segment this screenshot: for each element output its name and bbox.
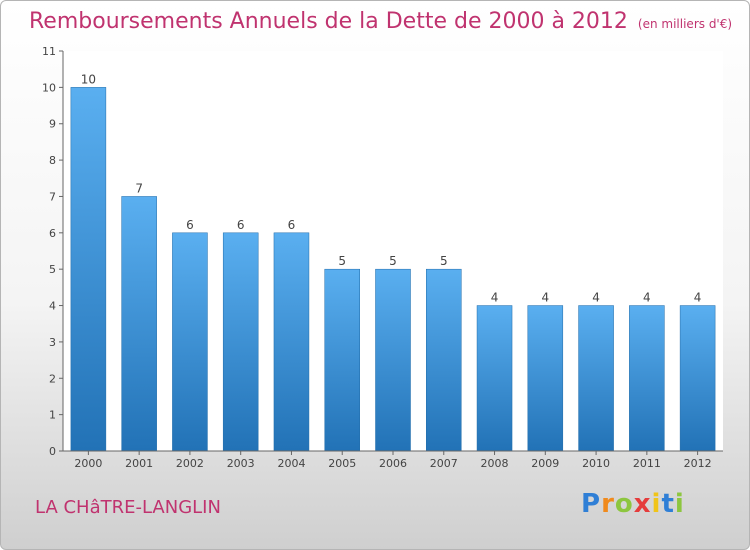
- logo-letter: i: [674, 489, 685, 519]
- data-label-2008: 4: [491, 291, 499, 305]
- y-tick-label: 5: [49, 263, 56, 276]
- data-label-2000: 10: [81, 72, 96, 86]
- x-tick-label: 2001: [125, 457, 153, 470]
- x-tick-label: 2012: [684, 457, 712, 470]
- bar-2000: [70, 87, 107, 452]
- data-label-2007: 5: [440, 254, 448, 268]
- x-tick-label: 2009: [531, 457, 559, 470]
- logo-letter: i: [651, 489, 662, 519]
- y-tick-label: 0: [49, 445, 56, 458]
- data-label-2006: 5: [389, 254, 397, 268]
- data-label-2009: 4: [541, 291, 549, 305]
- bar-2008: [476, 305, 513, 452]
- x-axis: 2000 2001 2002 2003 2004 2005 2006 2007 2008 2009…: [63, 450, 723, 470]
- y-tick-label: 1: [49, 409, 56, 422]
- x-tick-label: 2000: [74, 457, 102, 470]
- y-tick-label: 3: [49, 336, 56, 349]
- x-tick-label: 2005: [328, 457, 356, 470]
- chart-title: Remboursements Annuels de la Dette de 20…: [29, 9, 732, 34]
- logo-letter: t: [661, 489, 675, 519]
- bar-2009: [527, 305, 564, 452]
- chart-subtitle: (en milliers d'€): [637, 17, 733, 31]
- data-label-2005: 5: [338, 254, 346, 268]
- bar-2010: [578, 305, 614, 452]
- data-label-2003: 6: [237, 218, 245, 232]
- data-label-2011: 4: [643, 291, 651, 305]
- bar-2011: [629, 305, 665, 452]
- data-label-2001: 7: [135, 181, 143, 195]
- logo-letter: P: [581, 489, 602, 519]
- y-tick-label: 8: [49, 154, 56, 167]
- bar-2004: [273, 232, 310, 452]
- y-tick-label: 6: [49, 227, 56, 240]
- x-tick-label: 2002: [176, 457, 204, 470]
- y-tick-label: 10: [42, 81, 56, 94]
- logo-letter: r: [601, 489, 615, 519]
- y-tick-label: 7: [49, 190, 56, 203]
- bar-2012: [679, 305, 716, 452]
- y-tick-label: 2: [49, 372, 56, 385]
- proxiti-logo[interactable]: Proxiti: [581, 489, 685, 519]
- bar-2002: [172, 232, 208, 452]
- bar-2005: [324, 268, 360, 452]
- x-tick-label: 2008: [481, 457, 509, 470]
- x-tick-label: 2007: [430, 457, 458, 470]
- logo-letter: x: [633, 489, 652, 519]
- x-tick-label: 2010: [582, 457, 610, 470]
- bars: 10 7 6 6 6 5 5 5 4 4 4 4 4: [70, 72, 716, 452]
- bar-2006: [375, 268, 411, 452]
- bar-2001: [121, 196, 157, 452]
- y-tick-label: 9: [49, 118, 56, 131]
- data-label-2012: 4: [694, 291, 702, 305]
- bar-2007: [426, 268, 462, 452]
- bar-2003: [222, 232, 259, 452]
- city-name: LA CHâTRE-LANGLIN: [35, 497, 221, 518]
- data-label-2002: 6: [186, 218, 194, 232]
- data-label-2004: 6: [288, 218, 296, 232]
- x-tick-label: 2003: [227, 457, 255, 470]
- y-axis: 0 1 2 3 4 5 6 7 8 9 10 11: [42, 45, 64, 458]
- x-tick-label: 2011: [633, 457, 661, 470]
- logo-letter: o: [614, 489, 634, 519]
- x-tick-label: 2004: [277, 457, 305, 470]
- chart-title-text: Remboursements Annuels de la Dette de 20…: [29, 9, 628, 34]
- y-tick-label: 11: [42, 45, 56, 58]
- y-tick-label: 4: [49, 300, 56, 313]
- data-label-2010: 4: [592, 291, 600, 305]
- x-tick-label: 2006: [379, 457, 407, 470]
